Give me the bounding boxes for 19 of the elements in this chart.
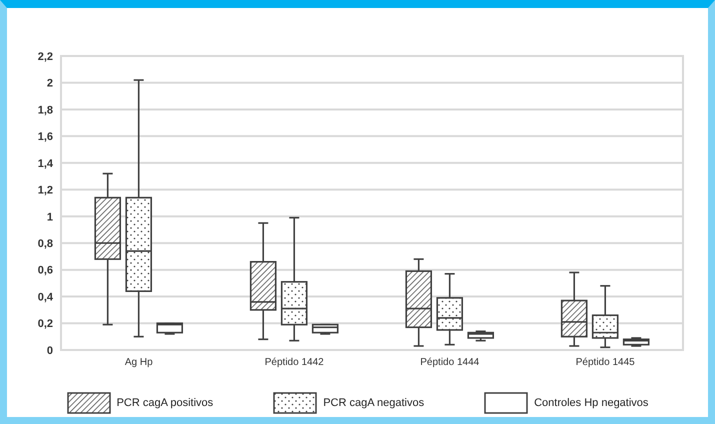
y-tick-label: 1,6 bbox=[38, 131, 53, 144]
legend-label: PCR cagA positivos bbox=[116, 397, 214, 409]
y-tick-label: 2,2 bbox=[38, 50, 53, 63]
x-tick-label: Péptido 1445 bbox=[576, 357, 636, 368]
x-tick-label: Péptido 1442 bbox=[264, 357, 324, 368]
y-tick-label: 1,2 bbox=[38, 184, 53, 197]
legend-label: PCR cagA negativos bbox=[323, 397, 424, 409]
y-tick-label: 2 bbox=[46, 78, 53, 90]
x-tick-label: Ag Hp bbox=[124, 357, 154, 368]
y-tick-label: 0,6 bbox=[38, 264, 53, 277]
y-tick-label: 1,8 bbox=[38, 104, 53, 116]
x-tick-label: Péptido 1444 bbox=[420, 357, 480, 368]
y-tick-label: 0,4 bbox=[38, 291, 54, 304]
y-tick-label: 1,4 bbox=[38, 158, 54, 170]
y-tick-label: 0 bbox=[46, 344, 53, 357]
y-tick-label: 1 bbox=[46, 211, 53, 224]
y-tick-label: 0,8 bbox=[38, 238, 53, 250]
y-tick-label: 0,2 bbox=[38, 318, 53, 330]
legend-label: Controles Hp negativos bbox=[534, 397, 648, 409]
